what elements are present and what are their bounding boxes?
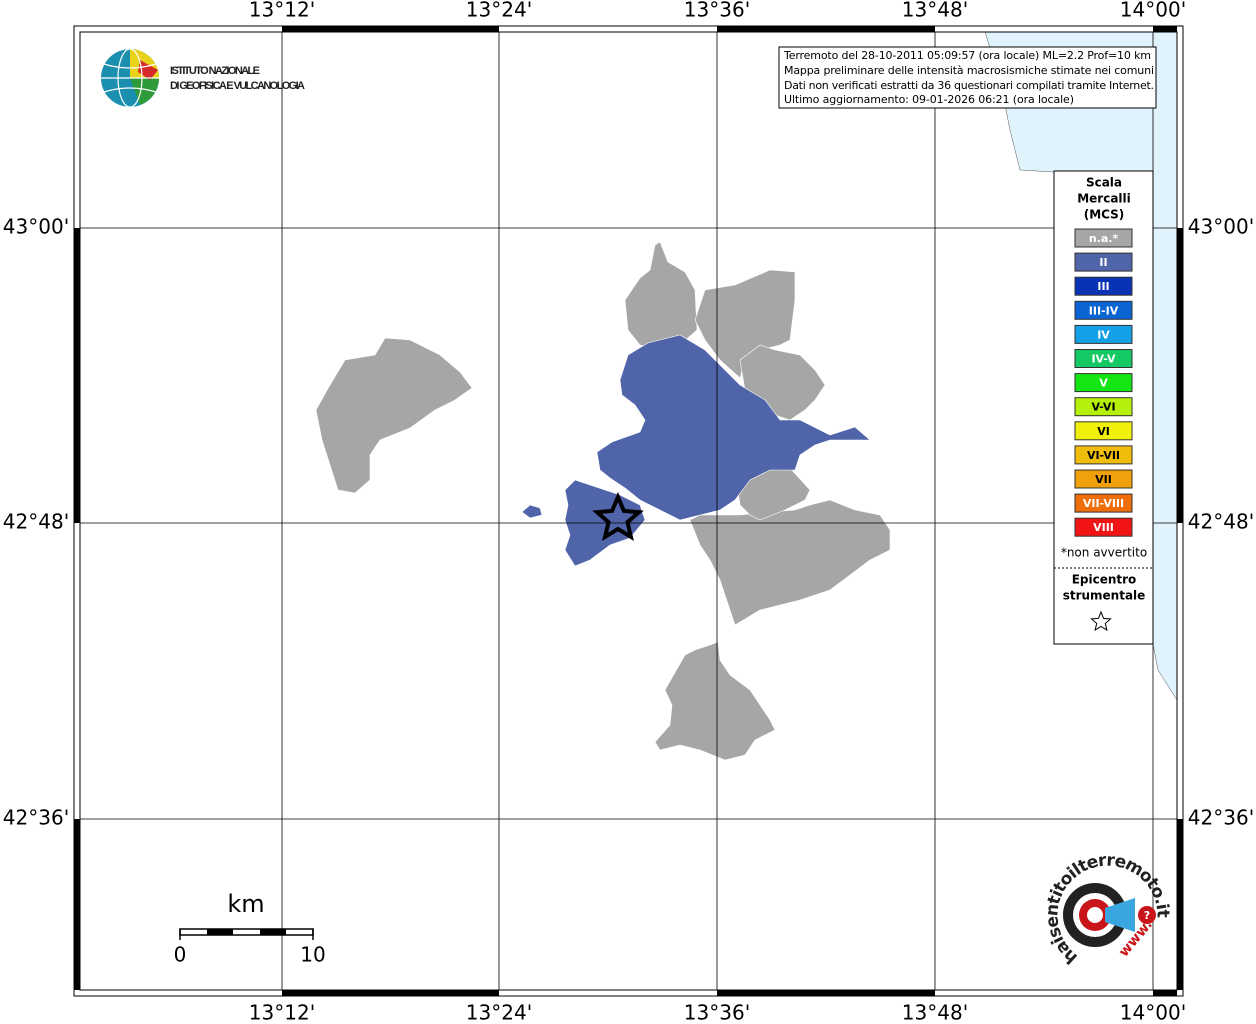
legend-epicentre: strumentale (1063, 589, 1146, 603)
legend-star (1090, 610, 1112, 632)
lat-label: 43°00' (3, 215, 69, 239)
municipality (315, 337, 473, 494)
legend-label: VII (1095, 473, 1112, 486)
lon-label: 13°12' (249, 1001, 315, 1024)
info-line: Terremoto del 28-10-2011 05:09:57 (ora l… (783, 49, 1151, 62)
scale-unit: km (227, 890, 264, 918)
legend-label: VI-VII (1087, 449, 1120, 462)
legend-swatch (1074, 421, 1133, 441)
legend-swatch (1074, 276, 1133, 296)
legend-swatch (1074, 349, 1133, 368)
municipalities (315, 241, 891, 761)
municipality (694, 269, 796, 379)
legend-label: VIII (1093, 521, 1114, 534)
legend-label: VI (1097, 425, 1110, 438)
legend-label: III (1097, 280, 1109, 293)
legend-swatch (1074, 517, 1133, 537)
coordinate-labels: 13°12' 13°12' 13°24' 13°24' 13°36' 13°36' 13°4… (3, 0, 1254, 1024)
legend-swatch (1074, 300, 1133, 320)
lon-label: 13°36' (684, 1001, 750, 1024)
institute-line: DI GEOFISICA E VULCANOLOGIA (170, 80, 305, 92)
legend-swatch (1074, 445, 1133, 465)
legend-title: (MCS) (1084, 208, 1125, 222)
legend-title: Mercalli (1077, 192, 1131, 206)
info-line: Ultimo aggiornamento: 09-01-2026 06:21 (… (784, 93, 1074, 106)
lat-label: 42°48' (1188, 510, 1254, 534)
lon-label: 14°00' (1120, 1001, 1186, 1024)
lon-label: 13°36' (684, 0, 750, 22)
lat-label: 42°36' (1188, 806, 1254, 830)
legend-label: IV (1097, 328, 1110, 341)
lat-label: 42°36' (3, 806, 69, 830)
lon-label: 14°00' (1120, 0, 1186, 22)
legend-swatch (1074, 469, 1133, 489)
legend-label: n.a.* (1089, 232, 1119, 245)
lon-label: 13°12' (249, 0, 315, 22)
legend-label: IV-V (1091, 353, 1116, 366)
info-line: Mappa preliminare delle intensità macros… (784, 64, 1154, 77)
lon-label: 13°24' (466, 1001, 532, 1024)
lon-label: 13°48' (902, 1001, 968, 1024)
scale-bar: km 0 10 (174, 890, 326, 967)
legend-note: *non avvertito (1061, 546, 1147, 560)
logo-mark: ? (1144, 909, 1150, 922)
legend-swatch (1074, 493, 1133, 513)
scale-tick: 0 (174, 943, 187, 967)
municipality (624, 241, 698, 351)
lon-label: 13°24' (466, 0, 532, 22)
legend-swatch (1074, 228, 1133, 248)
scale-tick: 10 (300, 943, 325, 967)
legend-label: III-IV (1089, 304, 1119, 317)
municipality (596, 334, 871, 521)
legend-epicentre: Epicentro (1072, 573, 1137, 587)
info-box: Terremoto del 28-10-2011 05:09:57 (ora l… (778, 46, 1157, 109)
ingv-logo: ISTITUTO NAZIONALE DI GEOFISICA E VULCAN… (101, 48, 305, 108)
legend-swatch (1074, 252, 1133, 272)
legend: Scala Mercalli (MCS) *non avvertito Epic… (1053, 170, 1154, 645)
legend-swatch (1074, 324, 1133, 344)
legend-swatch (1074, 397, 1133, 417)
legend-label: II (1099, 256, 1107, 269)
municipality (654, 641, 776, 761)
legend-title: Scala (1086, 176, 1122, 190)
legend-swatch (1074, 373, 1133, 393)
frame (73, 25, 1184, 997)
epicentre-star (592, 491, 644, 541)
municipality (689, 499, 891, 626)
lat-label: 42°48' (3, 510, 69, 534)
legend-label: VII-VIII (1083, 497, 1124, 510)
lon-label: 13°48' (902, 0, 968, 22)
municipality (521, 504, 543, 519)
institute-line: ISTITUTO NAZIONALE (170, 65, 260, 77)
info-line: Dati non verificati estratti da 36 quest… (784, 79, 1154, 92)
lat-label: 43°00' (1188, 215, 1254, 239)
legend-label: V-VI (1091, 401, 1115, 414)
legend-label: V (1099, 377, 1108, 390)
